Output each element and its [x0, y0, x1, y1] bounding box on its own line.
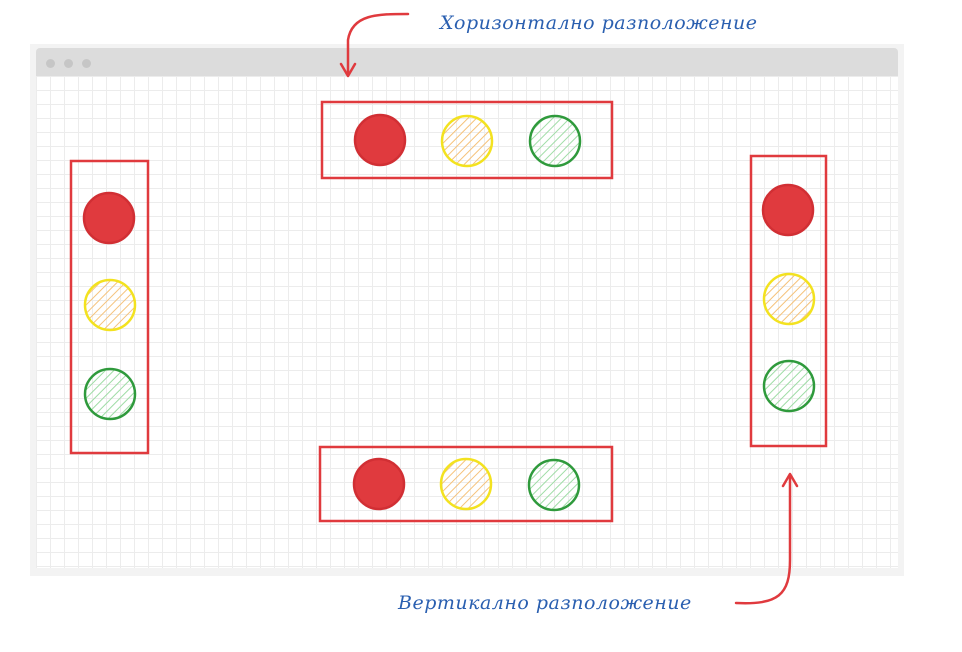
traffic-light-right-vertical — [749, 154, 828, 448]
traffic-light-frame — [320, 100, 614, 180]
red-light — [82, 191, 136, 245]
horizontal-layout-label: Хоризонтално разположение — [440, 12, 758, 34]
traffic-light-frame — [69, 159, 150, 455]
green-light — [527, 458, 581, 512]
green-light — [83, 367, 137, 421]
arrow-up-icon — [734, 472, 799, 605]
arrow-down-icon — [339, 12, 410, 78]
red-light — [352, 457, 406, 511]
green-light — [528, 114, 582, 168]
traffic-light-frame — [318, 445, 614, 523]
window-control-dot-2[interactable] — [64, 59, 73, 68]
window-control-dot-1[interactable] — [46, 59, 55, 68]
traffic-light-left-vertical — [69, 159, 150, 455]
yellow-light — [439, 457, 493, 511]
traffic-light-frame — [749, 154, 828, 448]
traffic-light-bottom-horizontal — [318, 445, 614, 523]
vertical-layout-label: Вертикално разположение — [398, 592, 692, 614]
green-light — [762, 359, 816, 413]
window-titlebar — [36, 48, 898, 76]
red-light — [353, 113, 407, 167]
traffic-lights — [69, 100, 828, 523]
yellow-light — [762, 272, 816, 326]
window-control-dot-3[interactable] — [82, 59, 91, 68]
red-light — [761, 183, 815, 237]
yellow-light — [83, 278, 137, 332]
traffic-light-top-horizontal — [320, 100, 614, 180]
yellow-light — [440, 114, 494, 168]
